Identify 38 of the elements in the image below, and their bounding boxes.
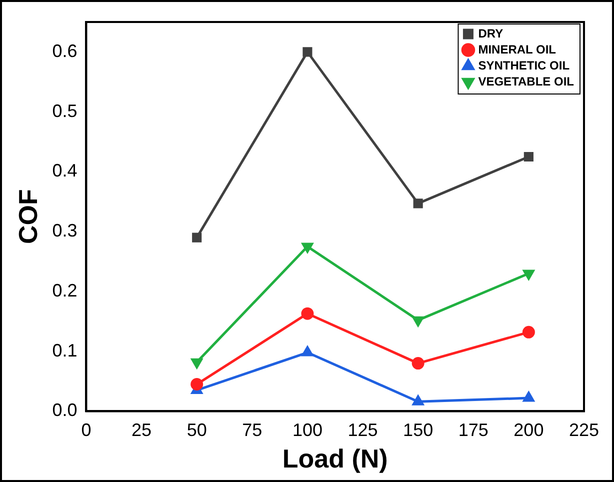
point [302, 47, 312, 57]
point [412, 395, 424, 406]
x-tick-label: 75 [242, 420, 262, 440]
point [412, 357, 424, 370]
y-tick-label: 0.1 [52, 340, 78, 360]
point [302, 346, 314, 356]
y-tick-label: 0.2 [52, 280, 78, 300]
point [301, 307, 314, 320]
x-axis-title: Load (N) [282, 444, 388, 474]
x-tick-label: 100 [292, 420, 322, 440]
point [191, 358, 202, 368]
y-tick-label: 0.3 [52, 220, 78, 241]
point [412, 316, 424, 326]
legend-label: MINERAL OIL [478, 42, 556, 56]
x-tick-label: 225 [568, 420, 600, 440]
x-tick-label: 150 [403, 420, 434, 440]
x-tick-label: 200 [514, 420, 544, 440]
point [413, 198, 423, 208]
y-tick-label: 0.0 [52, 400, 78, 420]
legend-label: VEGETABLE OIL [478, 74, 574, 88]
point [192, 232, 202, 242]
point [522, 326, 535, 338]
y-tick-label: 0.6 [52, 40, 78, 61]
point [523, 392, 534, 402]
legend-label: SYNTHETIC OIL [478, 58, 570, 72]
x-tick-label: 50 [186, 420, 207, 440]
x-tick-label: 175 [458, 420, 488, 440]
point [190, 378, 204, 391]
y-tick-label: 0.4 [52, 160, 78, 181]
point [523, 270, 534, 280]
y-axis-title: COF [12, 189, 43, 244]
legend-label: DRY [478, 26, 504, 40]
point [524, 152, 534, 162]
x-tick-label: 25 [132, 420, 152, 440]
x-tick-label: 125 [348, 420, 378, 440]
y-tick-label: 0.5 [52, 100, 78, 121]
x-tick-label: 0 [81, 420, 92, 440]
point [302, 242, 314, 253]
